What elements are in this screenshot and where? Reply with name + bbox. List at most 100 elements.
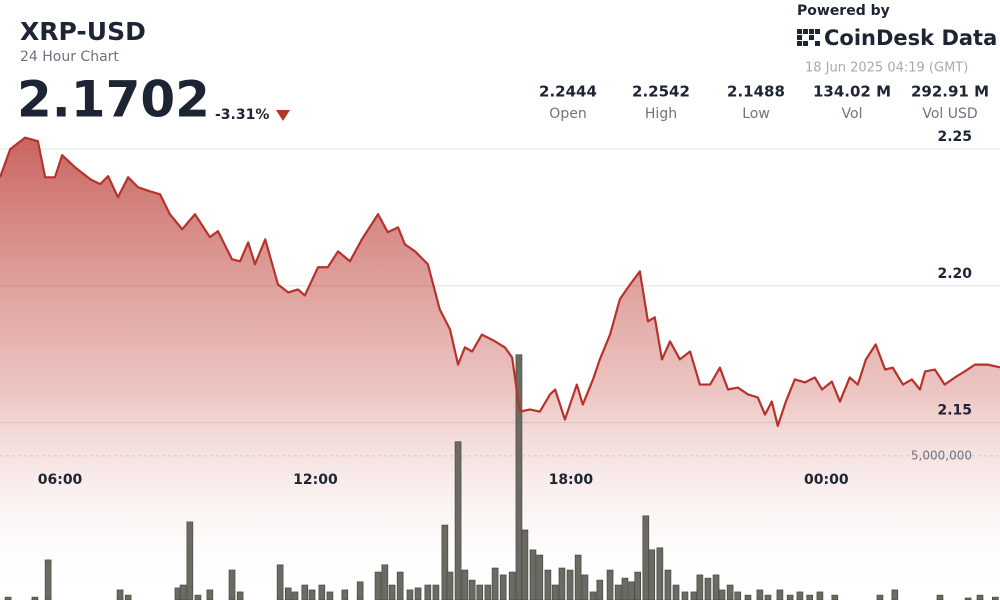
volume-bar xyxy=(236,591,244,600)
volume-bar xyxy=(491,567,499,600)
volume-bar xyxy=(744,594,752,600)
powered-by: Powered by xyxy=(797,3,890,19)
price-change: -3.31% xyxy=(215,107,269,123)
volume-bar xyxy=(536,554,544,600)
volume-bar xyxy=(529,549,537,600)
x-tick-label: 12:00 xyxy=(293,472,338,488)
volume-bar xyxy=(796,591,804,600)
volume-bar xyxy=(672,584,680,600)
brand: CoinDesk Data xyxy=(824,26,997,50)
volume-bar xyxy=(31,596,39,600)
volume-bar xyxy=(484,584,492,600)
volume-bar xyxy=(566,569,574,600)
volume-bar xyxy=(499,574,507,600)
volume-bar xyxy=(356,581,364,600)
volume-bar xyxy=(831,594,839,600)
subtitle: 24 Hour Chart xyxy=(20,49,119,65)
volume-bar xyxy=(388,584,396,600)
y-tick-label: 2.15 xyxy=(937,403,972,419)
stat-label: Vol USD xyxy=(922,106,977,122)
volume-bar xyxy=(4,596,12,600)
stat-value: 134.02 M xyxy=(813,83,891,101)
volume-bar xyxy=(786,594,794,600)
volume-bar xyxy=(551,584,559,600)
volume-bar xyxy=(374,571,382,600)
volume-bar xyxy=(596,579,604,600)
volume-bar xyxy=(468,579,476,600)
volume-bar xyxy=(606,569,614,600)
price-line xyxy=(0,136,1000,427)
volume-bar xyxy=(704,577,712,600)
volume-bar xyxy=(648,549,656,600)
volume-bar xyxy=(326,591,334,600)
volume-bar xyxy=(664,569,672,600)
volume-bar xyxy=(776,589,784,600)
volume-bar xyxy=(194,594,202,600)
stats: 2.2444 Open 2.2542 High 2.1488 Low 134.02 M Vol… xyxy=(539,83,989,123)
volume-bar xyxy=(44,559,52,600)
stat-label: Low xyxy=(742,106,770,122)
volume-bar xyxy=(756,589,764,600)
symbol: XRP-USD xyxy=(20,17,146,46)
volume-bar xyxy=(614,584,622,600)
stat-label: Open xyxy=(549,106,586,122)
axis-layer: 2.15 2.20 2.25 5,000,000 06:00 12:00 18:00 00:0… xyxy=(38,129,973,488)
volume-bar xyxy=(446,571,454,600)
volume-bar xyxy=(406,589,414,600)
timestamp: 18 Jun 2025 04:19 (GMT) xyxy=(805,61,968,76)
volume-bar xyxy=(291,591,299,600)
y-tick-label: 2.20 xyxy=(937,266,972,282)
down-arrow-icon xyxy=(276,110,290,121)
volume-bar xyxy=(764,594,772,600)
x-tick-label: 18:00 xyxy=(549,472,594,488)
x-tick-label: 06:00 xyxy=(38,472,83,488)
volume-bar xyxy=(964,597,972,600)
volume-bar xyxy=(396,571,404,600)
volume-bar xyxy=(284,587,292,600)
volume-bar xyxy=(116,589,124,600)
volume-bar xyxy=(712,574,720,600)
volume-bar xyxy=(414,587,422,600)
volume-bar xyxy=(806,594,814,600)
volume-bar xyxy=(696,574,704,600)
volume-bar xyxy=(461,569,469,600)
volume-bar xyxy=(381,564,389,600)
volume-bar xyxy=(206,589,214,600)
volume-bar xyxy=(876,594,884,600)
volume-bar xyxy=(816,591,824,600)
stat-value: 2.2444 xyxy=(539,83,597,101)
volume-bar xyxy=(656,547,664,600)
volume-bar xyxy=(454,441,462,600)
y-tick-label: 2.25 xyxy=(937,129,972,145)
stat-value: 292.91 M xyxy=(911,83,989,101)
volume-bar xyxy=(179,584,187,600)
volume-bar xyxy=(515,354,523,600)
last-price: 2.1702 xyxy=(17,71,210,129)
volume-bar xyxy=(276,564,284,600)
volume-bar xyxy=(634,571,642,600)
volume-bar xyxy=(681,591,689,600)
volume-bar xyxy=(341,589,349,600)
volume-bar xyxy=(476,584,484,600)
volume-bar xyxy=(976,594,984,600)
header: XRP-USD 24 Hour Chart 2.1702 -3.31% Powe… xyxy=(17,3,997,129)
volume-bar xyxy=(628,581,636,600)
volume-bar xyxy=(508,571,516,600)
volume-bar xyxy=(891,589,899,600)
volume-bar xyxy=(441,524,449,600)
y2-tick-label: 5,000,000 xyxy=(911,448,972,462)
brand-logo-icon xyxy=(797,29,820,46)
volume-bar xyxy=(581,574,589,600)
stat-value: 2.1488 xyxy=(727,83,785,101)
volume-bar xyxy=(544,569,552,600)
volume-bar xyxy=(621,577,629,600)
volume-bar xyxy=(558,567,566,600)
volume-bar xyxy=(228,569,236,600)
volume-bar xyxy=(726,584,734,600)
volume-bar xyxy=(308,589,316,600)
volume-bar xyxy=(734,591,742,600)
volume-bar xyxy=(574,554,582,600)
stat-value: 2.2542 xyxy=(632,83,690,101)
